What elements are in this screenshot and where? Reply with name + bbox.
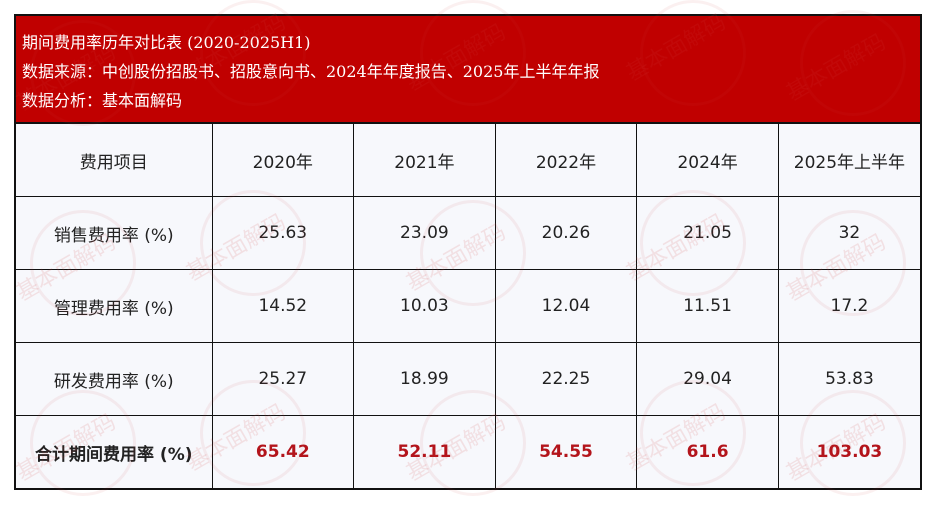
table-row: 管理费用率 (%) 14.52 10.03 12.04 11.51 17.2 <box>16 269 920 343</box>
table-cell: 2022年 <box>494 124 638 197</box>
table-cell: 18.99 <box>353 342 496 416</box>
table-header-banner: 期间费用率历年对比表 (2020-2025H1) 数据来源：中创股份招股书、招股… <box>16 16 920 124</box>
table-cell: 销售费用率 (%) <box>16 196 213 270</box>
table-cell: 25.27 <box>211 342 355 416</box>
table-cell: 52.11 <box>353 415 496 488</box>
table-cell: 2021年 <box>353 124 496 197</box>
table-cell: 22.25 <box>494 342 638 416</box>
table-title: 期间费用率历年对比表 (2020-2025H1) <box>22 33 311 52</box>
table-cell: 17.2 <box>777 269 920 343</box>
table-cell: 10.03 <box>353 269 496 343</box>
table-cell: 54.55 <box>494 415 638 488</box>
data-analysis: 数据分析：基本面解码 <box>22 91 183 110</box>
table-cell: 14.52 <box>211 269 355 343</box>
table-cell: 2025年上半年 <box>777 124 920 197</box>
table-row: 研发费用率 (%) 25.27 18.99 22.25 29.04 53.83 <box>16 342 920 416</box>
data-source: 数据来源：中创股份招股书、招股意向书、2024年年度报告、2025年上半年年报 <box>22 62 600 81</box>
table-cell: 费用项目 <box>16 124 213 197</box>
table-cell: 65.42 <box>211 415 355 488</box>
table-cell: 32 <box>777 196 920 270</box>
table-total-row: 合计期间费用率 (%) 65.42 52.11 54.55 61.6 103.03 <box>16 415 920 488</box>
table-cell: 2024年 <box>636 124 779 197</box>
table-cell: 103.03 <box>777 415 920 488</box>
table-cell: 61.6 <box>636 415 779 488</box>
table-cell: 2020年 <box>211 124 355 197</box>
table-cell: 21.05 <box>636 196 779 270</box>
table-cell: 20.26 <box>494 196 638 270</box>
table-cell: 29.04 <box>636 342 779 416</box>
table-row: 销售费用率 (%) 25.63 23.09 20.26 21.05 32 <box>16 196 920 270</box>
table-cell: 25.63 <box>211 196 355 270</box>
table-cell: 管理费用率 (%) <box>16 269 213 343</box>
table-cell: 12.04 <box>494 269 638 343</box>
expense-ratio-table: 费用项目 2020年 2021年 2022年 2024年 2025年上半年 销售费用率 (%… <box>16 124 920 488</box>
expense-ratio-table-card: 期间费用率历年对比表 (2020-2025H1) 数据来源：中创股份招股书、招股… <box>14 14 922 490</box>
table-cell: 研发费用率 (%) <box>16 342 213 416</box>
table-cell: 53.83 <box>777 342 920 416</box>
table-cell: 11.51 <box>636 269 779 343</box>
table-header-row: 费用项目 2020年 2021年 2022年 2024年 2025年上半年 <box>16 124 920 197</box>
table-cell: 合计期间费用率 (%) <box>16 415 213 488</box>
table-cell: 23.09 <box>353 196 496 270</box>
